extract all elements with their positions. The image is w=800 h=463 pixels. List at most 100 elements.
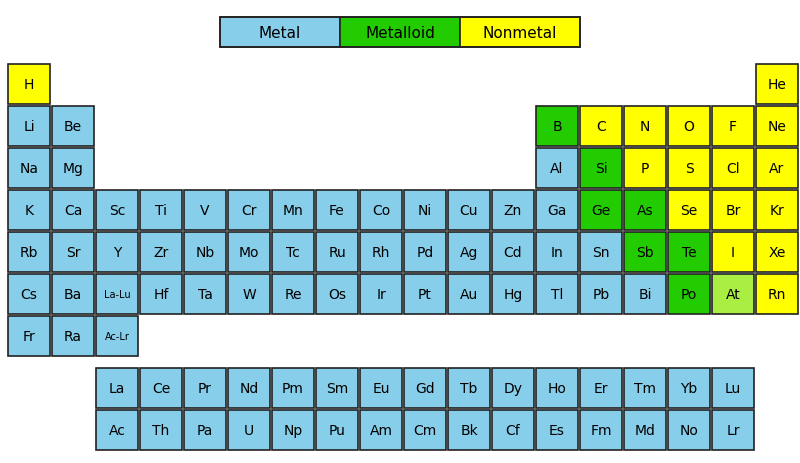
Text: Ta: Ta [198, 288, 213, 301]
Bar [756, 65, 798, 105]
Bar [184, 410, 226, 450]
Text: Si: Si [594, 162, 607, 175]
Bar [492, 410, 534, 450]
Bar [756, 149, 798, 188]
Text: Cr: Cr [242, 204, 257, 218]
Text: Gd: Gd [415, 381, 435, 395]
Bar [184, 368, 226, 408]
Text: Ru: Ru [328, 245, 346, 259]
Text: Ac-Lr: Ac-Lr [105, 332, 130, 341]
Text: Nb: Nb [195, 245, 214, 259]
Bar [404, 275, 446, 314]
Bar [624, 275, 666, 314]
Bar [220, 18, 340, 48]
Text: Am: Am [370, 423, 393, 437]
Bar [536, 368, 578, 408]
Bar [536, 107, 578, 147]
Bar [756, 107, 798, 147]
Bar [668, 410, 710, 450]
Text: Pa: Pa [197, 423, 213, 437]
Text: Tl: Tl [551, 288, 563, 301]
Bar [184, 191, 226, 231]
Text: Y: Y [113, 245, 121, 259]
Bar [272, 275, 314, 314]
Text: Sr: Sr [66, 245, 80, 259]
Bar [340, 18, 460, 48]
Bar [8, 107, 50, 147]
Text: F: F [729, 120, 737, 134]
Bar [712, 107, 754, 147]
Bar [668, 107, 710, 147]
Bar [140, 191, 182, 231]
Text: Sm: Sm [326, 381, 348, 395]
Bar [712, 410, 754, 450]
Bar [624, 232, 666, 272]
Bar [448, 275, 490, 314]
Bar [668, 191, 710, 231]
Text: Re: Re [284, 288, 302, 301]
Bar [8, 65, 50, 105]
Text: I: I [731, 245, 735, 259]
Bar [624, 107, 666, 147]
Text: Th: Th [152, 423, 170, 437]
Text: Kr: Kr [770, 204, 784, 218]
Bar [272, 191, 314, 231]
Text: Yb: Yb [680, 381, 698, 395]
Text: Cd: Cd [504, 245, 522, 259]
Text: Hg: Hg [503, 288, 522, 301]
Text: H: H [24, 78, 34, 92]
Text: P: P [641, 162, 649, 175]
Bar [492, 191, 534, 231]
Bar [580, 107, 622, 147]
Bar [668, 275, 710, 314]
Bar [360, 191, 402, 231]
Bar [272, 410, 314, 450]
Text: B: B [552, 120, 562, 134]
Bar [228, 232, 270, 272]
Text: Bk: Bk [460, 423, 478, 437]
Bar [624, 410, 666, 450]
Text: Se: Se [680, 204, 698, 218]
Bar [96, 410, 138, 450]
Bar [580, 191, 622, 231]
Text: Ac: Ac [109, 423, 126, 437]
Text: Cm: Cm [414, 423, 437, 437]
Bar [448, 410, 490, 450]
Bar [8, 275, 50, 314]
Text: Tm: Tm [634, 381, 656, 395]
Text: Rh: Rh [372, 245, 390, 259]
Bar [96, 275, 138, 314]
Bar [624, 368, 666, 408]
Text: K: K [25, 204, 34, 218]
Text: Fr: Fr [22, 329, 35, 343]
Text: Po: Po [681, 288, 697, 301]
Bar [8, 232, 50, 272]
Bar [96, 232, 138, 272]
Text: Sb: Sb [636, 245, 654, 259]
Text: Pm: Pm [282, 381, 304, 395]
Bar [404, 410, 446, 450]
Bar [580, 368, 622, 408]
Bar [228, 368, 270, 408]
Bar [624, 149, 666, 188]
Text: Ni: Ni [418, 204, 432, 218]
Bar [8, 149, 50, 188]
Text: No: No [679, 423, 698, 437]
Bar [712, 368, 754, 408]
Bar [712, 191, 754, 231]
Text: At: At [726, 288, 740, 301]
Bar [8, 316, 50, 356]
Text: Hf: Hf [154, 288, 169, 301]
Text: C: C [596, 120, 606, 134]
Bar [220, 18, 580, 48]
Bar [140, 410, 182, 450]
Bar [184, 232, 226, 272]
Bar [580, 410, 622, 450]
Bar [360, 275, 402, 314]
Text: Bi: Bi [638, 288, 652, 301]
Text: Sn: Sn [592, 245, 610, 259]
Text: Pu: Pu [329, 423, 346, 437]
Bar [316, 410, 358, 450]
Bar [140, 232, 182, 272]
Bar [96, 368, 138, 408]
